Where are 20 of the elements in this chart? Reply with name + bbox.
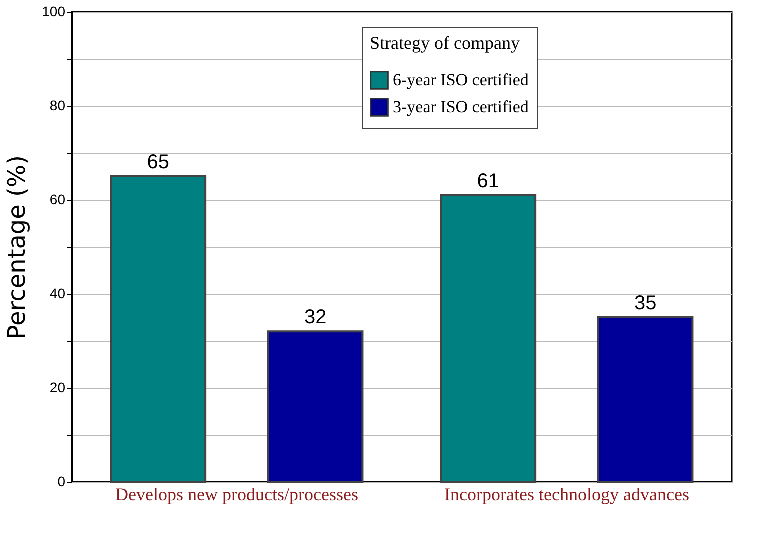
y-axis-title: Percentage (%) xyxy=(3,155,32,340)
y-tick-label: 80 xyxy=(50,98,66,114)
x-tick-label: Develops new products/processes xyxy=(116,484,358,504)
data-label: 61 xyxy=(477,170,500,192)
x-tick-label: Incorporates technology advances xyxy=(444,484,690,504)
y-tick-label: 20 xyxy=(50,380,66,396)
bar xyxy=(440,194,537,483)
y-tick-label: 100 xyxy=(42,4,66,20)
legend-label: 3-year ISO certified xyxy=(393,98,530,116)
legend-title: Strategy of company xyxy=(370,33,520,53)
y-tick-label: 0 xyxy=(58,474,66,490)
data-label: 65 xyxy=(147,152,170,174)
data-label: 35 xyxy=(634,292,657,314)
bar xyxy=(597,316,694,483)
bar xyxy=(110,176,207,483)
y-tick-label: 60 xyxy=(50,192,66,208)
legend-label: 6-year ISO certified xyxy=(393,70,530,90)
y-tick-label: 40 xyxy=(50,286,66,302)
data-label: 32 xyxy=(304,306,327,329)
bar xyxy=(267,330,364,483)
